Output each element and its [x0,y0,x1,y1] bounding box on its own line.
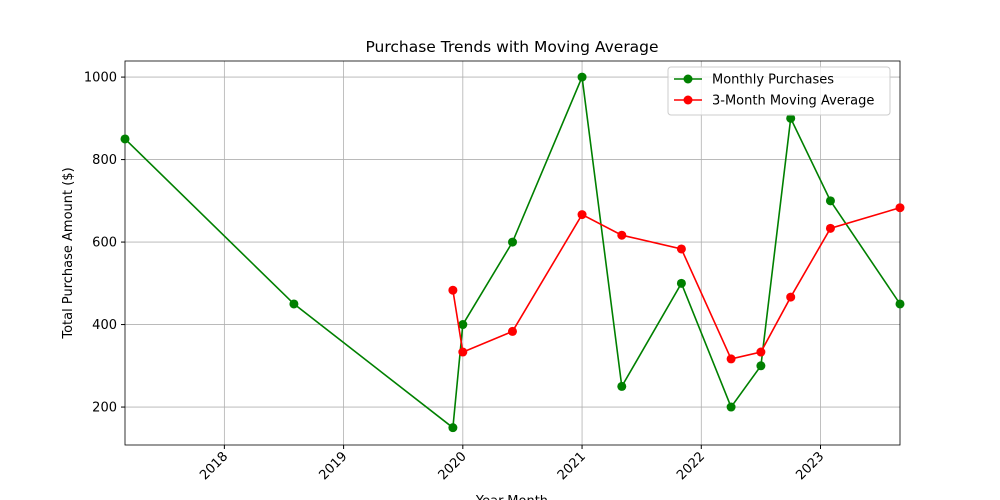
plot-frame [124,60,901,446]
data-point [895,203,905,213]
data-point [120,134,130,144]
data-point [448,423,458,433]
data-point [508,326,517,336]
data-point [756,347,766,357]
data-point [508,237,517,247]
chart-title: Purchase Trends with Moving Average [365,38,658,56]
legend-label: 3-Month Moving Average [712,94,874,109]
data-point [577,210,587,220]
data-point [825,196,835,206]
x-tick-label: 2019 [316,449,350,483]
y-tick-label: 800 [92,153,117,168]
data-point [617,230,627,240]
data-point [448,285,458,295]
x-tick-label: 2023 [793,449,827,483]
legend-box [667,66,891,116]
data-point [289,299,299,309]
data-point [726,402,736,412]
data-point [756,361,766,371]
data-point [726,354,736,364]
x-tick-label: 2021 [555,449,589,483]
data-point [786,113,796,123]
data-point [676,278,686,288]
legend-label: Monthly Purchases [712,73,834,88]
legend: Monthly Purchases 3-Month Moving Average [667,66,891,116]
x-tick-label: 2022 [674,449,708,483]
x-tick-label: 2018 [197,449,231,483]
y-tick-label: 400 [92,318,117,333]
y-axis-label: Total Purchase Amount ($) [61,167,76,339]
data-point [458,320,468,330]
y-tick-label: 600 [92,236,117,251]
x-tick-label: 2020 [436,449,470,483]
y-tick-label: 1000 [84,71,117,86]
data-point [458,347,468,357]
data-point [895,299,905,309]
data-point [825,223,835,233]
x-axis-label: Year-Month [475,494,548,500]
legend-marker [683,95,693,105]
data-point [577,72,587,82]
legend-marker [683,74,693,84]
y-tick-label: 200 [92,401,117,416]
series-line [124,74,901,430]
data-point [786,292,796,302]
data-point [617,381,627,391]
data-point [676,244,686,254]
